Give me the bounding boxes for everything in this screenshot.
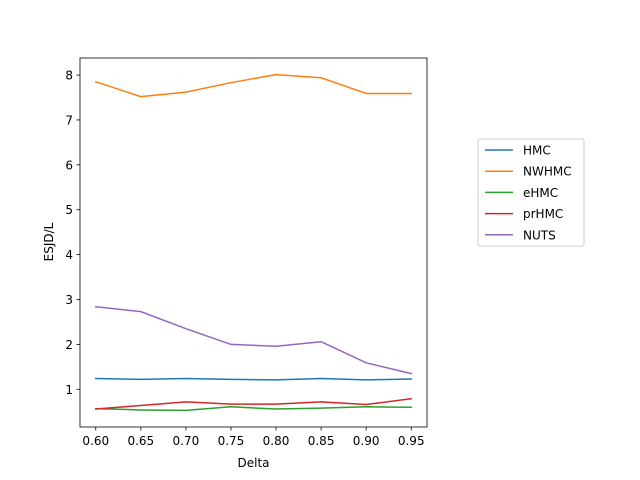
y-tick-label: 5 <box>65 203 73 217</box>
y-tick-label: 2 <box>65 338 73 352</box>
legend-label-prhmc: prHMC <box>523 207 563 221</box>
series-line-prhmc <box>94 397 413 410</box>
legend-label-ehmc: eHMC <box>523 186 558 200</box>
series-line-nwhmc <box>94 73 412 98</box>
y-tick-label: 3 <box>65 293 73 307</box>
x-tick-label: 0.70 <box>173 434 200 448</box>
y-tick-label: 8 <box>65 69 73 83</box>
x-tick-label: 0.95 <box>398 434 425 448</box>
x-tick-label: 0.75 <box>218 434 245 448</box>
series-line-nuts <box>94 305 413 375</box>
legend-frame <box>477 138 585 247</box>
y-tick-label: 1 <box>65 383 73 397</box>
x-axis: 0.60 0.65 0.70 0.75 0.80 0.85 0.90 0.95 <box>82 427 425 448</box>
plot-area <box>79 57 428 428</box>
y-tick-label: 6 <box>65 158 73 172</box>
x-tick-label: 0.60 <box>82 434 109 448</box>
x-tick-label: 0.85 <box>308 434 335 448</box>
series-line-ehmc <box>94 406 412 412</box>
x-tick-label: 0.80 <box>263 434 290 448</box>
x-axis-label: Delta <box>237 456 269 470</box>
y-tick-label: 4 <box>65 248 73 262</box>
y-tick-label: 7 <box>65 113 73 127</box>
legend-label-nuts: NUTS <box>523 228 556 242</box>
series-line-hmc <box>95 377 412 381</box>
legend: HMC NWHMC eHMC prHMC NUTS <box>477 138 585 247</box>
y-axis: 1 2 3 4 5 6 7 8 <box>65 69 80 397</box>
legend-label-nwhmc: NWHMC <box>523 165 572 179</box>
series-layer <box>94 73 413 412</box>
legend-label-hmc: HMC <box>523 144 551 158</box>
x-tick-label: 0.90 <box>353 434 380 448</box>
x-tick-label: 0.65 <box>127 434 154 448</box>
y-axis-label: ESJD/L <box>42 222 56 261</box>
